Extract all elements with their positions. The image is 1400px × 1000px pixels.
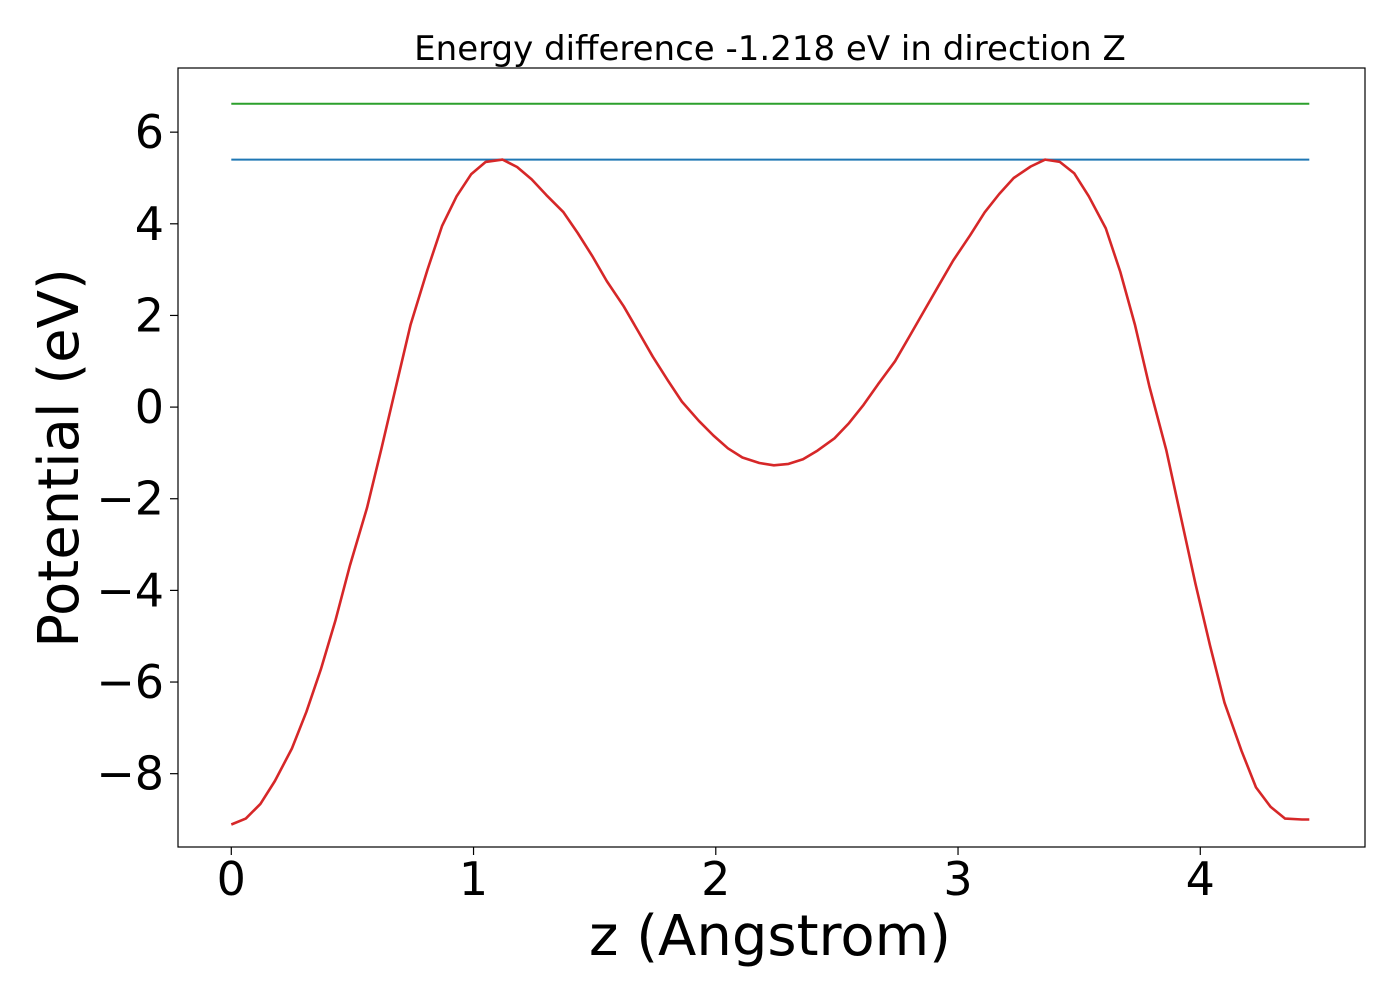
- chart-title: Energy difference -1.218 eV in direction…: [414, 29, 1126, 69]
- x-axis-label: z (Angstrom): [589, 904, 951, 969]
- x-tick-label: 3: [943, 852, 972, 906]
- x-tick-label: 0: [217, 852, 246, 906]
- plot-area: [177, 67, 1366, 848]
- x-tick-label: 4: [1186, 852, 1215, 906]
- x-tick-label: 1: [459, 852, 488, 906]
- y-tick-label: 2: [135, 288, 164, 342]
- y-tick-label: 0: [135, 380, 164, 434]
- x-tick-label: 2: [701, 852, 730, 906]
- y-tick-label: 4: [135, 197, 164, 251]
- x-axis: 0 1 2 3 4: [217, 847, 1215, 906]
- series-layer: [230, 102, 1310, 826]
- axes-frame: [177, 67, 1366, 848]
- y-tick-label: −6: [96, 655, 164, 709]
- y-tick-label: 6: [135, 105, 164, 159]
- y-tick-label: −2: [96, 472, 164, 526]
- y-tick-label: −8: [96, 747, 164, 801]
- series-line-3: [230, 158, 1310, 826]
- y-tick-label: −4: [96, 563, 164, 617]
- y-axis: 6 4 2 0 −2 −4 −6 −8: [96, 105, 178, 801]
- y-axis-label: Potential (eV): [27, 268, 92, 648]
